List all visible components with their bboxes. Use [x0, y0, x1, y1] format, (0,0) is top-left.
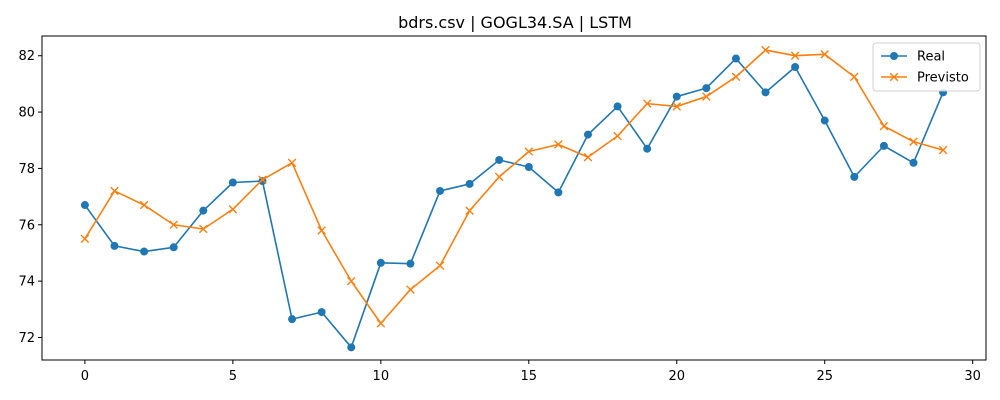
data-point-previsto: [613, 131, 622, 141]
data-point-previsto: [790, 51, 800, 61]
data-point-real: [495, 155, 504, 164]
data-point-previsto: [139, 200, 149, 210]
data-point-previsto: [376, 319, 386, 328]
y-tick-label: 74: [18, 275, 35, 290]
legend-marker-previsto: [889, 72, 899, 82]
data-point-previsto: [317, 226, 326, 235]
legend-label-previsto: Previsto: [917, 71, 969, 86]
data-point-previsto: [258, 175, 267, 184]
legend-box: [872, 42, 981, 92]
y-tick-label: 76: [18, 218, 35, 233]
data-point-previsto: [198, 224, 208, 234]
plot-frame: [41, 35, 987, 361]
data-point-real: [228, 178, 237, 187]
data-point-previsto: [820, 50, 830, 59]
data-point-previsto: [524, 147, 534, 156]
series-layer: [80, 45, 948, 352]
legend-marker-real: [890, 52, 898, 60]
data-point-real: [524, 163, 533, 172]
data-point-real: [731, 54, 740, 63]
data-point-previsto: [642, 99, 652, 108]
series-line-previsto: [84, 49, 944, 325]
data-point-real: [643, 144, 652, 153]
data-point-real: [110, 241, 119, 250]
x-tick-label: 25: [816, 369, 833, 384]
axis-ticks: 0 5 10 15 20 25 30 72 74 76 78 80 82: [18, 49, 981, 384]
data-point-real: [554, 188, 563, 197]
data-point-real: [820, 116, 829, 125]
data-point-previsto: [346, 276, 356, 286]
y-tick-label: 80: [18, 106, 35, 121]
x-tick-label: 5: [229, 369, 237, 384]
data-point-previsto: [494, 172, 504, 182]
data-point-real: [465, 179, 474, 188]
x-tick-label: 30: [964, 369, 981, 384]
legend: Real Previsto: [872, 42, 981, 92]
data-point-previsto: [110, 186, 119, 196]
data-point-real: [791, 62, 800, 71]
data-point-previsto: [169, 220, 178, 230]
data-point-real: [317, 308, 326, 317]
chart-title: bdrs.csv | GOGL34.SA | LSTM: [398, 13, 632, 32]
data-point-real: [288, 315, 297, 324]
x-tick-label: 15: [521, 369, 538, 384]
data-point-real: [583, 130, 592, 139]
data-point-real: [199, 206, 208, 215]
data-point-previsto: [850, 72, 859, 82]
data-point-real: [909, 158, 918, 167]
data-point-previsto: [406, 285, 415, 294]
data-point-real: [376, 258, 385, 267]
y-tick-label: 78: [18, 162, 35, 177]
data-point-real: [436, 186, 445, 195]
data-point-real: [761, 88, 770, 97]
data-point-real: [347, 343, 356, 352]
data-point-previsto: [228, 204, 238, 214]
data-point-previsto: [909, 137, 918, 146]
data-point-previsto: [731, 72, 741, 82]
data-point-previsto: [465, 206, 474, 215]
data-point-real: [613, 102, 622, 111]
data-point-previsto: [702, 92, 711, 101]
y-tick-label: 72: [18, 331, 35, 346]
data-point-previsto: [287, 158, 297, 168]
data-point-real: [140, 247, 149, 256]
data-point-previsto: [672, 102, 682, 111]
data-point-previsto: [938, 145, 948, 155]
data-point-previsto: [80, 234, 90, 244]
data-point-previsto: [554, 140, 563, 149]
data-point-real: [169, 243, 178, 252]
data-point-real: [702, 84, 711, 93]
data-point-real: [850, 172, 859, 181]
data-point-real: [879, 141, 888, 150]
data-point-previsto: [435, 261, 445, 270]
data-point-previsto: [583, 152, 593, 162]
data-point-real: [672, 92, 681, 101]
data-point-previsto: [761, 45, 770, 55]
y-tick-label: 82: [18, 49, 35, 64]
data-point-previsto: [879, 121, 889, 131]
data-point-real: [406, 259, 415, 268]
data-point-real: [80, 201, 89, 210]
x-tick-label: 10: [373, 369, 390, 384]
x-tick-label: 20: [668, 369, 685, 384]
legend-label-real: Real: [917, 50, 945, 65]
x-tick-label: 0: [81, 369, 89, 384]
